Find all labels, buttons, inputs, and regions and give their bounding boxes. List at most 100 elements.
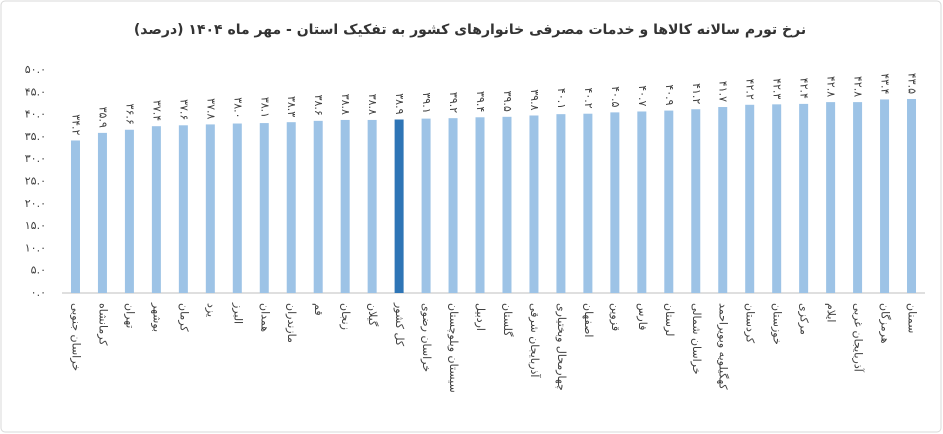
- value-label: ۴۳.۵: [906, 73, 919, 94]
- value-label: ۳۸.۱: [258, 97, 271, 118]
- y-tick-label: ۴۵.۰: [25, 85, 46, 98]
- value-label: ۳۸.۳: [285, 96, 298, 117]
- bar: [124, 129, 134, 293]
- value-label: ۴۰.۱: [555, 88, 568, 109]
- value-label: ۴۰.۵: [609, 86, 622, 107]
- chart-title: نرخ تورم سالانه کالاها و خدمات مصرفی خان…: [134, 22, 806, 38]
- bar: [475, 117, 485, 293]
- value-label: ۳۴.۲: [69, 114, 82, 135]
- x-tick-label: آذربایجان غربی: [852, 303, 866, 373]
- x-tick-label: کرمان: [177, 303, 190, 332]
- x-tick-label: سیستان وبلوچستان: [447, 303, 460, 393]
- value-label: ۴۰.۷: [636, 85, 649, 106]
- x-tick-label: اردبیل: [474, 303, 487, 331]
- bar: [637, 111, 647, 293]
- value-label: ۳۹.۸: [528, 89, 541, 110]
- value-label: ۳۷.۶: [177, 99, 190, 120]
- x-tick-label: قزوین: [609, 303, 622, 331]
- bar: [205, 124, 215, 293]
- bar: [691, 109, 701, 293]
- value-label: ۳۸.۸: [366, 94, 379, 115]
- value-label: ۴۲.۲: [744, 79, 757, 100]
- value-label: ۳۷.۸: [204, 98, 217, 119]
- y-tick-label: ۳۰.۰: [25, 152, 46, 165]
- x-tick-label: مرکزی: [798, 303, 811, 335]
- x-tick-label: کل کشور: [393, 302, 406, 347]
- value-label: ۴۲.۸: [852, 76, 865, 97]
- bar: [178, 125, 188, 293]
- y-tick-label: ۱۰.۰: [25, 241, 46, 254]
- value-label: ۳۹.۴: [474, 91, 487, 112]
- x-tick-label: قم: [312, 303, 325, 316]
- y-tick-label: ۰.۰: [31, 286, 46, 299]
- x-tick-label: کردستان: [744, 303, 757, 344]
- bar: [826, 102, 836, 293]
- x-tick-label: البرز: [231, 302, 244, 324]
- y-tick-label: ۳۵.۰: [25, 130, 46, 143]
- value-label: ۳۸.۹: [393, 93, 406, 114]
- value-label: ۴۰.۹: [663, 84, 676, 105]
- bar: [340, 119, 350, 294]
- x-tick-label: اصفهان: [582, 303, 595, 337]
- bar: [286, 122, 296, 293]
- x-tick-label: فارس: [636, 303, 649, 330]
- bar: [232, 123, 242, 294]
- bar: [853, 102, 863, 293]
- x-tick-label: یزد: [204, 303, 217, 317]
- bar: [664, 110, 674, 293]
- bar: [394, 119, 404, 293]
- bar: [583, 113, 593, 293]
- value-label: ۴۲.۸: [825, 76, 838, 97]
- value-label: ۴۲.۴: [798, 78, 811, 99]
- x-tick-label: سمنان: [906, 303, 919, 333]
- value-label: ۳۹.۱: [420, 92, 433, 113]
- bar: [772, 104, 782, 293]
- bar: [880, 99, 890, 293]
- value-label: ۴۱.۷: [717, 81, 730, 102]
- value-label: ۳۸.۰: [231, 97, 244, 118]
- value-label: ۳۶.۶: [123, 104, 136, 125]
- value-label: ۳۷.۴: [150, 100, 163, 121]
- bar: [448, 118, 458, 293]
- value-label: ۳۵.۹: [96, 107, 109, 128]
- value-label: ۴۳.۴: [879, 73, 892, 94]
- value-label: ۴۱.۲: [690, 83, 703, 104]
- x-tick-label: ایلام: [825, 303, 838, 323]
- bar: [313, 120, 323, 294]
- x-tick-label: خراسان رضوی: [420, 303, 433, 372]
- bar: [718, 107, 728, 293]
- x-tick-label: تهران: [123, 303, 136, 328]
- x-tick-label: خراسان شمالی: [690, 303, 703, 375]
- x-tick-label: مازندران: [285, 303, 298, 343]
- bar: [421, 118, 431, 293]
- x-tick-label: کهگیلویه وبویراحمد: [717, 303, 730, 390]
- x-tick-label: زنجان: [339, 303, 352, 330]
- x-tick-label: چهارمحال وبختیاری: [555, 303, 568, 391]
- value-label: ۳۸.۸: [339, 94, 352, 115]
- value-label: ۳۹.۲: [447, 92, 460, 113]
- x-tick-label: خوزستان: [771, 303, 784, 345]
- bar: [529, 115, 539, 293]
- y-tick-label: ۵۰.۰: [25, 63, 46, 76]
- x-tick-label: هرمزگان: [879, 303, 892, 344]
- x-tick-label: کرمانشاه: [96, 303, 109, 346]
- x-tick-label: خراسان جنوبی: [69, 303, 82, 371]
- y-tick-label: ۲۵.۰: [25, 175, 46, 188]
- bar: [259, 123, 269, 293]
- y-tick-label: ۴۰.۰: [25, 108, 46, 121]
- bar: [151, 126, 161, 293]
- y-tick-label: ۱۵.۰: [25, 219, 46, 232]
- x-tick-label: گلستان: [501, 303, 514, 337]
- x-tick-label: آذربایجان شرقی: [528, 303, 542, 378]
- y-tick-label: ۲۰.۰: [25, 197, 46, 210]
- value-label: ۴۰.۲: [582, 87, 595, 108]
- bar: [799, 103, 809, 294]
- bar: [907, 98, 917, 294]
- value-label: ۳۸.۶: [312, 95, 325, 116]
- y-tick-label: ۵.۰: [31, 264, 46, 277]
- bar: [367, 119, 377, 294]
- bar: [70, 140, 80, 293]
- bar: [745, 104, 755, 294]
